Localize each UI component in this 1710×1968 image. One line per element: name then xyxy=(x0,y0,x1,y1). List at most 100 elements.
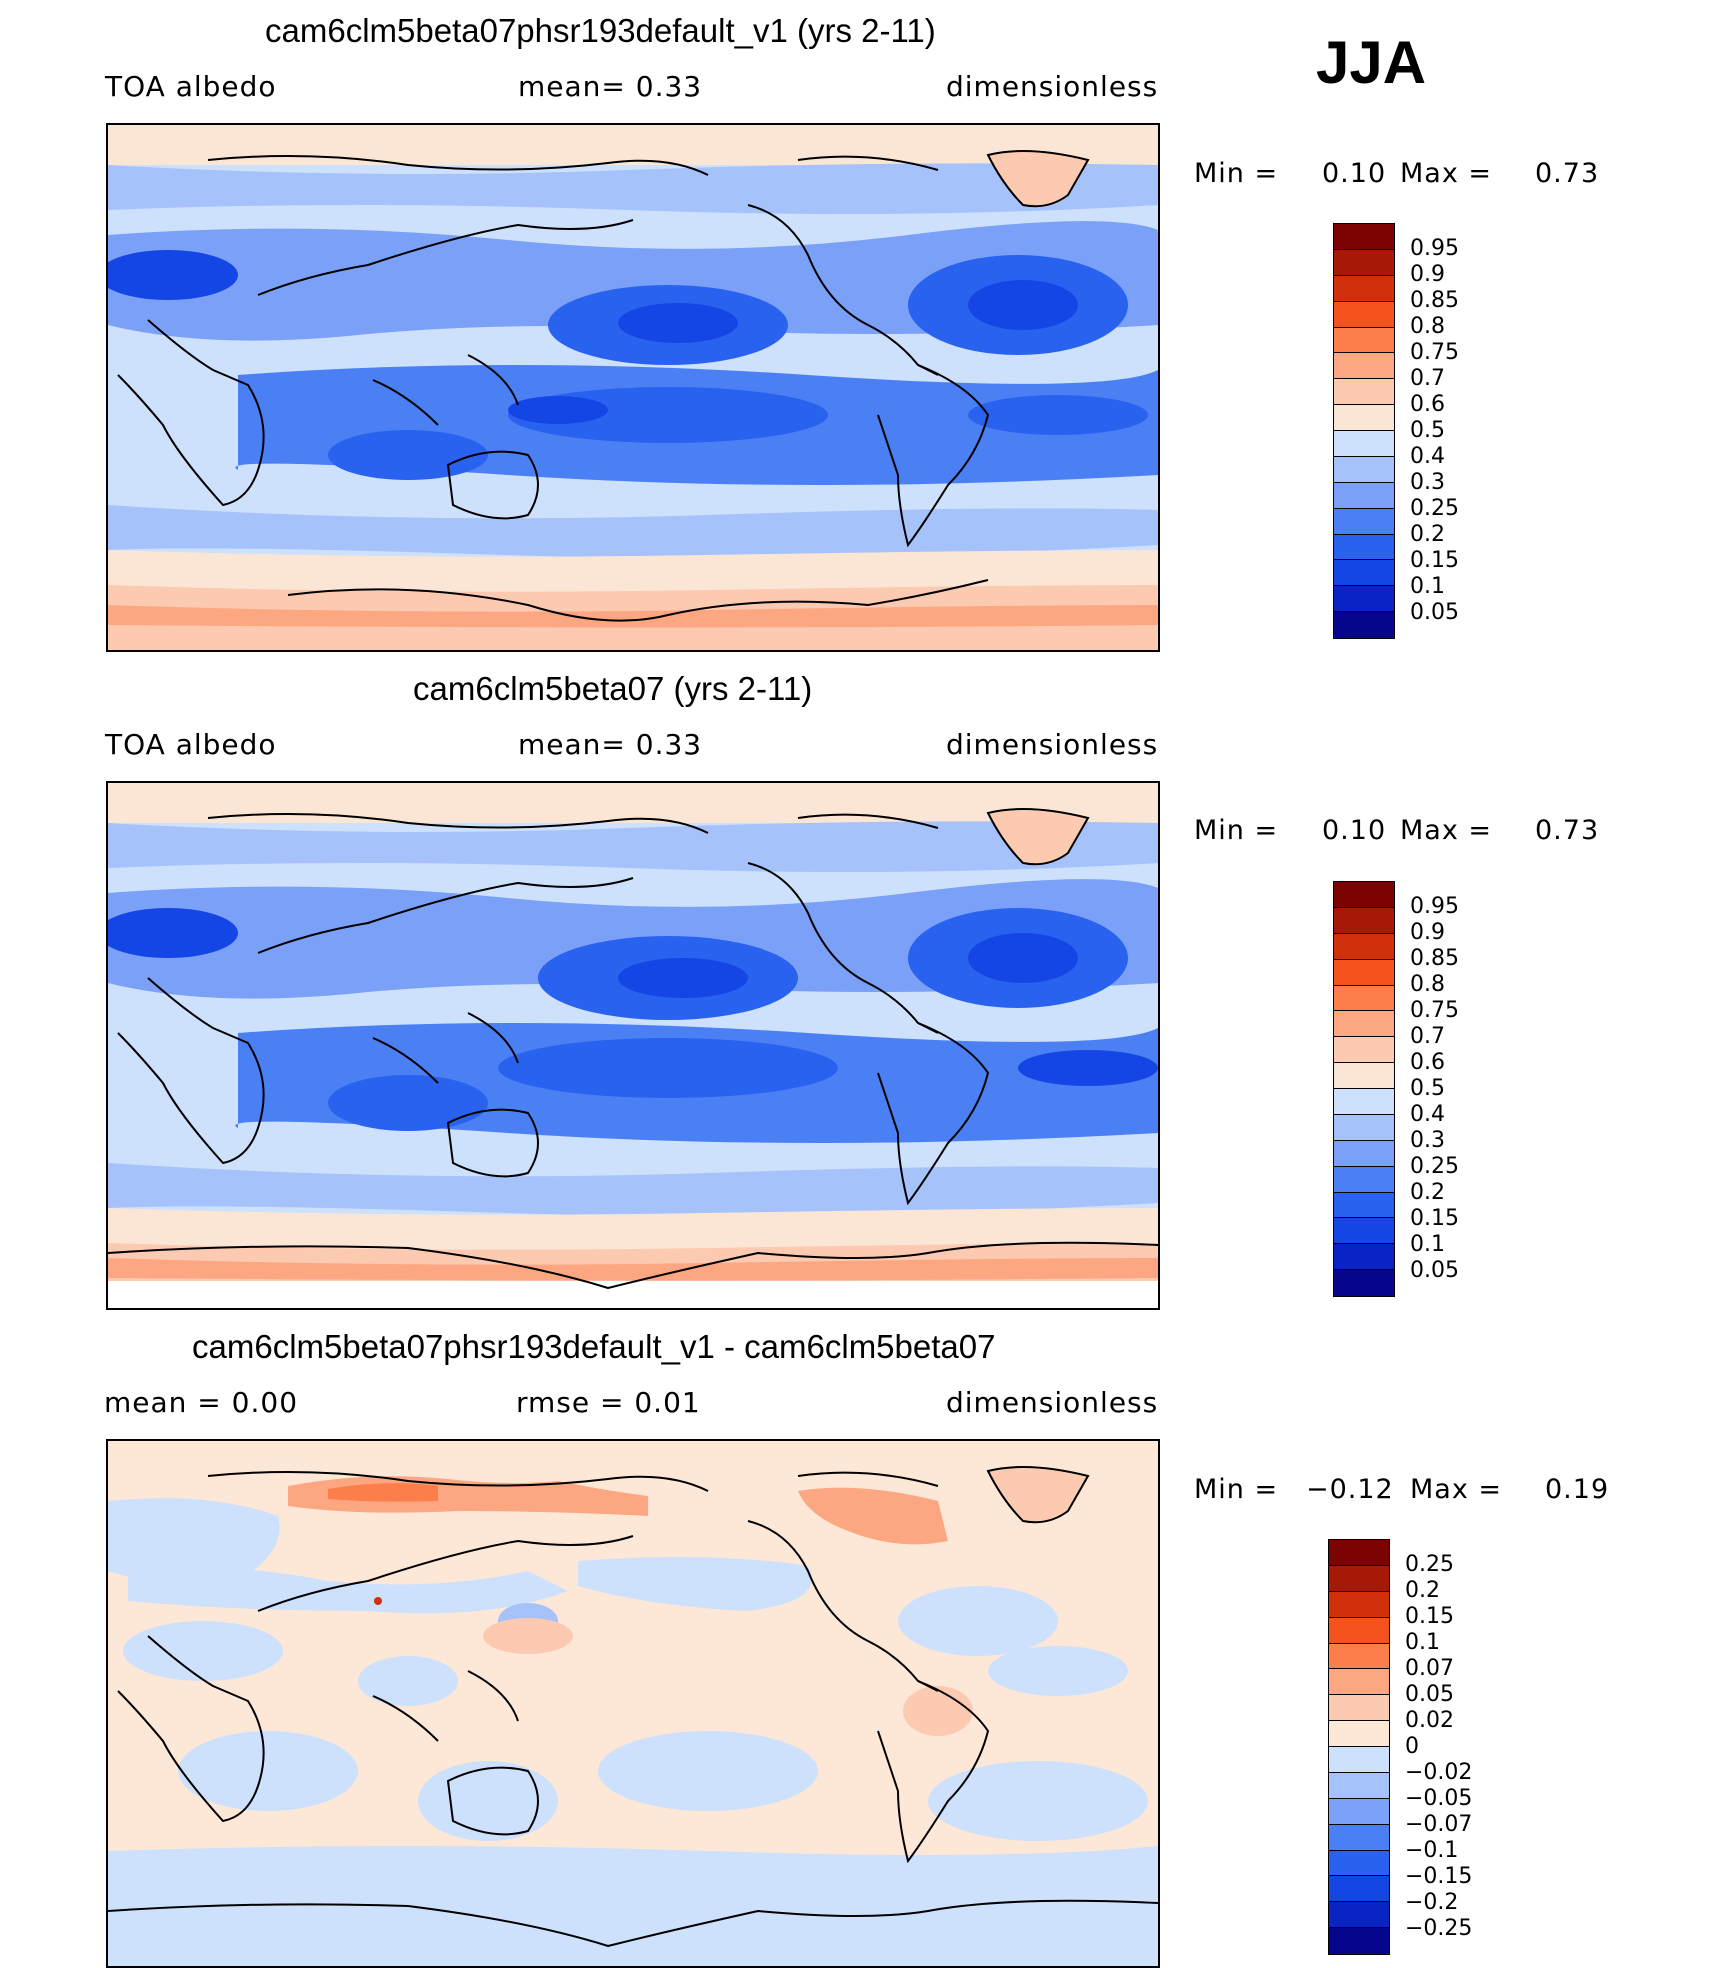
colorbar-tick-label: −0.15 xyxy=(1405,1864,1473,1889)
colorbar-tick-label: 0.75 xyxy=(1410,340,1459,365)
colorbar-swatch xyxy=(1334,482,1394,509)
colorbar-tick-label: 0.1 xyxy=(1410,574,1445,599)
colorbar-tick-label: 0.8 xyxy=(1410,314,1445,339)
colorbar-tick-label: 0.2 xyxy=(1410,1180,1445,1205)
colorbar-swatch xyxy=(1334,1089,1394,1115)
colorbar-swatch xyxy=(1334,379,1394,406)
panel-1-variable-label: TOA albedo xyxy=(105,70,277,103)
colorbar-swatch xyxy=(1334,1063,1394,1089)
colorbar-tick-label: 0.05 xyxy=(1410,1258,1459,1283)
colorbar-swatch xyxy=(1334,882,1394,908)
colorbar-tick-label: 0.25 xyxy=(1410,1154,1459,1179)
colorbar-tick-label: 0.3 xyxy=(1410,1128,1445,1153)
panel-3-colorbar xyxy=(1328,1539,1390,1955)
colorbar-tick-label: 0.8 xyxy=(1410,972,1445,997)
colorbar-swatch xyxy=(1334,534,1394,561)
colorbar-tick-label: 0.05 xyxy=(1410,600,1459,625)
colorbar-tick-label: 0.95 xyxy=(1410,236,1459,261)
colorbar-tick-label: 0.1 xyxy=(1405,1630,1440,1655)
panel-2-colorbar xyxy=(1333,881,1395,1297)
colorbar-tick-label: 0.6 xyxy=(1410,392,1445,417)
panel-1-max-label: Max = xyxy=(1400,158,1493,189)
colorbar-swatch xyxy=(1334,612,1394,638)
panel-2-min-value: 0.10 xyxy=(1322,815,1387,846)
colorbar-tick-label: 0.15 xyxy=(1410,548,1459,573)
colorbar-tick-label: −0.2 xyxy=(1405,1890,1459,1915)
colorbar-swatch xyxy=(1334,1192,1394,1219)
panel-1-colorbar xyxy=(1333,223,1395,639)
colorbar-swatch xyxy=(1329,1643,1389,1670)
colorbar-swatch xyxy=(1334,1270,1394,1296)
colorbar-swatch xyxy=(1334,1114,1394,1141)
colorbar-swatch xyxy=(1334,985,1394,1012)
panel-2-map xyxy=(106,781,1160,1310)
colorbar-swatch xyxy=(1329,1824,1389,1851)
colorbar-tick-label: 0.02 xyxy=(1405,1708,1454,1733)
panel-2-mean-label: mean= 0.33 xyxy=(518,728,703,761)
panel-1-title: cam6clm5beta07phsr193default_v1 (yrs 2-1… xyxy=(265,12,936,49)
colorbar-tick-label: 0.25 xyxy=(1410,496,1459,521)
colorbar-tick-label: 0.25 xyxy=(1405,1552,1454,1577)
panel-3-max-value: 0.19 xyxy=(1545,1474,1610,1505)
colorbar-tick-label: 0.9 xyxy=(1410,262,1445,287)
colorbar-tick-label: 0.05 xyxy=(1405,1682,1454,1707)
colorbar-swatch xyxy=(1334,405,1394,431)
colorbar-tick-label: 0.5 xyxy=(1410,1076,1445,1101)
panel-1-colorbar-labels: 0.95 0.9 0.85 0.8 0.75 0.7 0.6 0.5 0.4 0.3 0.25 0.2… xyxy=(1410,223,1500,639)
colorbar-swatch xyxy=(1329,1798,1389,1825)
colorbar-swatch xyxy=(1334,933,1394,960)
colorbar-swatch xyxy=(1329,1565,1389,1592)
colorbar-swatch xyxy=(1334,586,1394,613)
colorbar-swatch xyxy=(1329,1902,1389,1929)
colorbar-swatch xyxy=(1334,907,1394,934)
panel-2-units-label: dimensionless xyxy=(946,728,1159,761)
colorbar-swatch xyxy=(1334,1218,1394,1245)
colorbar-tick-label: 0.75 xyxy=(1410,998,1459,1023)
colorbar-swatch xyxy=(1329,1850,1389,1877)
colorbar-swatch xyxy=(1334,1011,1394,1038)
colorbar-tick-label: −0.1 xyxy=(1405,1838,1459,1863)
panel-2-min-label: Min = xyxy=(1194,815,1279,846)
colorbar-tick-label: 0.6 xyxy=(1410,1050,1445,1075)
season-label: JJA xyxy=(1316,29,1427,96)
colorbar-tick-label: 0.07 xyxy=(1405,1656,1454,1681)
colorbar-swatch xyxy=(1334,224,1394,250)
colorbar-swatch xyxy=(1334,560,1394,587)
colorbar-swatch xyxy=(1334,1037,1394,1064)
colorbar-tick-label: 0.4 xyxy=(1410,444,1445,469)
colorbar-tick-label: 0.15 xyxy=(1410,1206,1459,1231)
colorbar-swatch xyxy=(1334,1140,1394,1167)
panel-3-min-value: −0.12 xyxy=(1306,1474,1394,1505)
colorbar-swatch xyxy=(1329,1669,1389,1696)
colorbar-swatch xyxy=(1329,1617,1389,1644)
colorbar-swatch xyxy=(1334,959,1394,986)
colorbar-swatch xyxy=(1329,1928,1389,1954)
colorbar-tick-label: −0.02 xyxy=(1405,1760,1473,1785)
colorbar-tick-label: 0.85 xyxy=(1410,946,1459,971)
colorbar-tick-label: 0.7 xyxy=(1410,366,1445,391)
colorbar-swatch xyxy=(1329,1772,1389,1799)
panel-2-max-label: Max = xyxy=(1400,815,1493,846)
colorbar-swatch xyxy=(1334,249,1394,276)
colorbar-swatch xyxy=(1334,1244,1394,1271)
colorbar-swatch xyxy=(1334,431,1394,457)
colorbar-tick-label: 0.7 xyxy=(1410,1024,1445,1049)
colorbar-swatch xyxy=(1329,1591,1389,1618)
panel-3-map xyxy=(106,1439,1160,1968)
panel-1-max-value: 0.73 xyxy=(1535,158,1600,189)
panel-3-mean-label: mean = 0.00 xyxy=(104,1386,299,1419)
colorbar-tick-label: 0 xyxy=(1405,1734,1419,1759)
colorbar-tick-label: 0.5 xyxy=(1410,418,1445,443)
panel-3-units-label: dimensionless xyxy=(946,1386,1159,1419)
colorbar-tick-label: 0.4 xyxy=(1410,1102,1445,1127)
panel-2-title: cam6clm5beta07 (yrs 2-11) xyxy=(413,670,813,707)
panel-3-max-label: Max = xyxy=(1410,1474,1503,1505)
colorbar-tick-label: 0.85 xyxy=(1410,288,1459,313)
panel-3-title: cam6clm5beta07phsr193default_v1 - cam6cl… xyxy=(192,1328,996,1365)
panel-2-variable-label: TOA albedo xyxy=(105,728,277,761)
colorbar-swatch xyxy=(1334,301,1394,328)
panel-1-mean-label: mean= 0.33 xyxy=(518,70,703,103)
panel-1-min-value: 0.10 xyxy=(1322,158,1387,189)
colorbar-tick-label: 0.95 xyxy=(1410,894,1459,919)
colorbar-swatch xyxy=(1334,327,1394,354)
